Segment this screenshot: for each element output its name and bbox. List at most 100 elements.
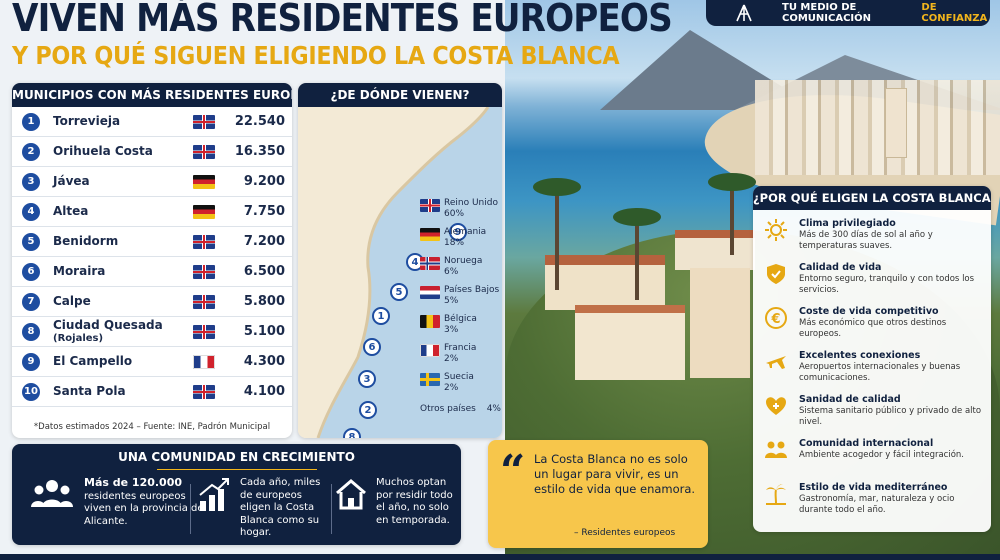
reason-title: Coste de vida competitivo — [799, 306, 939, 317]
legend-country: Bélgica — [444, 314, 477, 324]
reason-text: Excelentes conexiones Aeropuertos interna… — [799, 350, 984, 384]
residents-count: Más de 120.000 — [84, 476, 183, 489]
table-row: 10 Santa Pola 4.100 — [12, 377, 292, 407]
legend-country: Francia — [444, 343, 477, 353]
quote-mark-icon: “ — [500, 446, 526, 497]
legend-pct: 6% — [444, 267, 459, 277]
reason-text: Comunidad internacional Ambiente acogedor… — [799, 438, 984, 462]
resident-count: 22.540 — [234, 114, 285, 129]
legend-item: Suecia 2% — [420, 372, 474, 394]
flag-uk-icon — [193, 264, 215, 279]
tower-building — [885, 88, 907, 158]
municipio-name: Moraira — [53, 264, 106, 278]
legend-item: Países Bajos 5% — [420, 285, 499, 307]
municipio-name: Orihuela Costa — [53, 144, 153, 158]
reason-item: Excelentes conexiones Aeropuertos interna… — [753, 350, 991, 384]
flag-no-icon — [420, 257, 440, 270]
comunidad-heading: UNA COMUNIDAD EN CRECIMIENTO — [12, 450, 461, 470]
flag-fr-icon — [420, 344, 440, 357]
resident-count: 16.350 — [234, 144, 285, 159]
flag-uk-icon — [193, 324, 215, 339]
map-pin-8: 8 — [343, 428, 361, 438]
reason-desc: Gastronomía, mar, naturaleza y ocio dura… — [799, 494, 955, 515]
others-row: Otros países 4% — [420, 404, 501, 414]
coastline — [316, 107, 490, 438]
legend-pct: 18% — [444, 238, 465, 248]
municipio-name: Jávea — [53, 174, 90, 188]
tagline-highlight: DE CONFIANZA — [921, 2, 988, 24]
villa-building — [690, 268, 750, 378]
municipios-heading: MUNICIPIOS CON MÁS RESIDENTES EUROPEOS — [12, 83, 292, 107]
map-pin-2: 2 — [359, 401, 377, 419]
flag-uk-icon — [193, 234, 215, 249]
divider — [331, 484, 332, 534]
map-pin-5: 5 — [390, 283, 408, 301]
municipio-name: Calpe — [53, 294, 91, 308]
palm-icon — [753, 482, 799, 516]
table-row: 8 Ciudad Quesada (Rojales) 5.100 — [12, 317, 292, 347]
page-subtitle: Y POR QUÉ SIGUEN ELIGIENDO LA COSTA BLAN… — [12, 41, 620, 70]
legend-text: Francia 2% — [444, 343, 476, 365]
shield-icon — [753, 262, 799, 296]
flag-be-icon — [420, 315, 440, 328]
municipio-name: El Campello — [53, 354, 133, 368]
reason-item: Calidad de vida Entorno seguro, tranquilo… — [753, 262, 991, 296]
razones-heading: ¿POR QUÉ ELIGEN LA COSTA BLANCA? — [753, 186, 991, 210]
community-icon — [753, 438, 799, 462]
reason-title: Sanidad de calidad — [799, 394, 901, 405]
resident-count: 7.750 — [243, 204, 285, 219]
legend-text: Noruega 6% — [444, 256, 482, 278]
legend-text: Alemania 18% — [444, 227, 486, 249]
quote-author: – Residentes europeos — [574, 528, 676, 538]
reason-title: Excelentes conexiones — [799, 350, 921, 361]
growth-chart-icon — [199, 478, 229, 511]
quote-card: “ La Costa Blanca no es solo un lugar pa… — [488, 440, 708, 548]
reason-title: Calidad de vida — [799, 262, 882, 273]
top-brand-bar: TU MEDIO DE COMUNICACIÓN DE CONFIANZA — [706, 0, 990, 26]
flag-de-icon — [420, 228, 440, 241]
villa-building — [675, 230, 755, 270]
legend-pct: 3% — [444, 325, 459, 335]
legend-item: Reino Unido 60% — [420, 198, 498, 220]
table-row: 1 Torrevieja 22.540 — [12, 107, 292, 137]
municipios-table: 1 Torrevieja 22.540 2 Orihuela Costa 16.350 3 J… — [12, 107, 292, 407]
people-icon — [31, 480, 73, 507]
municipios-panel: MUNICIPIOS CON MÁS RESIDENTES EUROPEOS 1… — [12, 83, 292, 438]
stat-block-yearround: Muchos optan por residir todo el año, no… — [334, 477, 458, 527]
table-row: 7 Calpe 5.800 — [12, 287, 292, 317]
resident-count: 5.100 — [243, 324, 285, 339]
stat-block-residents: Más de 120.000 residentes europeos viven… — [30, 476, 204, 528]
reason-text: Sanidad de calidad Sistema sanitario públ… — [799, 394, 984, 428]
flag-de-icon — [193, 174, 215, 189]
municipio-name: Torrevieja — [53, 114, 121, 128]
rank-badge: 5 — [22, 232, 40, 251]
origen-heading: ¿DE DÓNDE VIENEN? — [298, 83, 502, 107]
municipio-name: Altea — [53, 204, 89, 218]
coast-map — [298, 107, 502, 438]
sun-icon — [753, 218, 799, 252]
legend-item: Noruega 6% — [420, 256, 482, 278]
home-icon — [336, 479, 366, 510]
table-row: 3 Jávea 9.200 — [12, 167, 292, 197]
city-skyline — [755, 80, 1000, 175]
growth-text: Cada año, miles de europeos eligen la Co… — [240, 477, 321, 538]
flag-uk-icon — [420, 199, 440, 212]
reason-text: Estilo de vida mediterráneo Gastronomía, … — [799, 482, 984, 516]
resident-count: 9.200 — [243, 174, 285, 189]
legend-item: Bélgica 3% — [420, 314, 477, 336]
map-pin-6: 6 — [363, 338, 381, 356]
rank-badge: 2 — [22, 142, 40, 161]
brand-logo-icon — [734, 3, 754, 23]
reason-desc: Aeropuertos internacionales y buenas com… — [799, 362, 961, 383]
table-row: 5 Benidorm 7.200 — [12, 227, 292, 257]
rank-badge: 7 — [22, 292, 40, 311]
reason-item: Clima privilegiado Más de 300 días de sol… — [753, 218, 991, 252]
flag-uk-icon — [193, 144, 215, 159]
others-pct: 4% — [486, 404, 501, 414]
health-icon — [753, 394, 799, 428]
legend-text: Países Bajos 5% — [444, 285, 499, 307]
resident-count: 4.100 — [243, 384, 285, 399]
table-row: 4 Altea 7.750 — [12, 197, 292, 227]
tagline: TU MEDIO DE COMUNICACIÓN — [782, 2, 872, 24]
rank-badge: 10 — [22, 382, 40, 401]
